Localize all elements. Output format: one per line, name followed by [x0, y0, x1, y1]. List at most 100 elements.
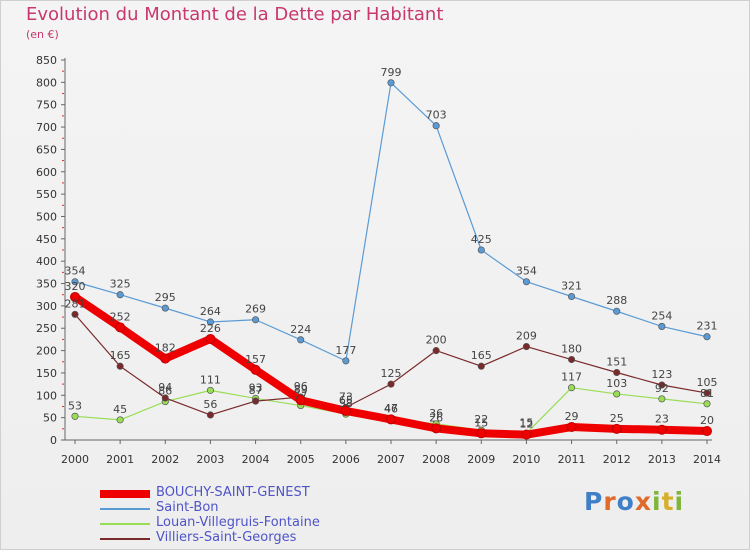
data-point	[161, 394, 169, 402]
data-point	[71, 278, 79, 286]
data-label: 47	[384, 402, 398, 415]
y-tick-label: 600	[36, 166, 57, 179]
data-label: 45	[113, 403, 127, 416]
data-point	[658, 322, 666, 330]
data-point	[116, 416, 124, 424]
y-tick-label: 0	[50, 434, 57, 447]
x-tick-label: 2003	[196, 453, 224, 466]
x-tick-label: 2006	[332, 453, 360, 466]
x-tick-label: 2007	[377, 453, 405, 466]
data-label: 103	[606, 377, 627, 390]
data-label: 177	[335, 344, 356, 357]
legend-swatch	[100, 523, 150, 525]
x-tick-label: 2014	[693, 453, 721, 466]
data-label: 94	[158, 381, 172, 394]
legend-label: Saint-Bon	[156, 500, 219, 515]
data-label: 20	[700, 414, 714, 427]
data-label: 703	[426, 109, 447, 122]
data-point	[702, 426, 712, 437]
data-label: 46	[384, 402, 398, 415]
data-label: 799	[381, 66, 402, 79]
legend-label: Villiers-Saint-Georges	[156, 530, 297, 545]
x-tick-label: 2001	[106, 453, 134, 466]
data-point	[71, 310, 79, 318]
data-label: 93	[249, 381, 263, 394]
data-point	[386, 414, 396, 425]
data-point	[566, 422, 577, 433]
data-label: 125	[381, 367, 402, 380]
x-tick-label: 2013	[648, 453, 676, 466]
data-point	[703, 400, 711, 408]
data-label: 288	[606, 294, 627, 307]
data-point	[521, 429, 532, 440]
data-label: 252	[110, 310, 131, 323]
data-point	[250, 364, 261, 375]
data-label: 165	[110, 349, 131, 362]
data-label: 254	[651, 309, 672, 322]
data-point	[161, 304, 169, 312]
data-point	[205, 333, 216, 344]
data-point	[656, 424, 667, 435]
data-label: 22	[474, 413, 488, 426]
y-tick-label: 300	[36, 300, 57, 313]
data-label: 200	[426, 334, 447, 347]
data-point	[703, 333, 711, 341]
data-label: 26	[429, 411, 443, 424]
data-label: 180	[561, 343, 582, 356]
y-tick-label: 650	[36, 143, 57, 156]
data-label: 29	[565, 410, 579, 423]
data-point	[295, 395, 306, 406]
data-point	[432, 347, 440, 355]
data-point	[431, 423, 442, 434]
x-tick-label: 2002	[151, 453, 179, 466]
data-point	[342, 357, 350, 365]
legend-label: Louan-Villegruis-Fontaine	[156, 515, 320, 530]
data-label: 354	[65, 265, 86, 278]
data-point	[658, 381, 666, 389]
data-label: 86	[158, 385, 172, 398]
data-point	[116, 362, 124, 370]
data-point	[476, 428, 487, 439]
data-point	[252, 397, 260, 405]
chart-title: Evolution du Montant de la Dette par Hab…	[26, 4, 444, 25]
data-point	[387, 79, 395, 87]
data-label: 264	[200, 305, 221, 318]
data-label: 209	[516, 330, 537, 343]
x-tick-label: 2005	[287, 453, 315, 466]
data-label: 92	[655, 382, 669, 395]
data-label: 295	[155, 291, 176, 304]
data-label: 321	[561, 279, 582, 292]
data-label: 89	[294, 383, 308, 396]
y-tick-label: 100	[36, 389, 57, 402]
x-tick-label: 2011	[558, 453, 586, 466]
x-tick-label: 2012	[603, 453, 631, 466]
data-point	[252, 316, 260, 324]
y-tick-label: 50	[43, 412, 57, 425]
data-label: 58	[339, 397, 353, 410]
data-label: 182	[155, 342, 176, 355]
data-label: 65	[339, 394, 353, 407]
data-label: 425	[471, 233, 492, 246]
legend-swatch	[100, 490, 150, 498]
data-point	[206, 411, 214, 419]
proxiti-logo: Proxiti	[584, 487, 685, 516]
data-label: 15	[519, 416, 533, 429]
y-tick-label: 150	[36, 367, 57, 380]
data-point	[160, 353, 171, 364]
data-point	[206, 386, 214, 394]
data-label: 320	[65, 280, 86, 293]
data-label: 157	[245, 353, 266, 366]
y-tick-label: 200	[36, 345, 57, 358]
data-point	[71, 412, 79, 420]
x-tick-label: 2004	[242, 453, 270, 466]
data-point	[387, 380, 395, 388]
data-point	[477, 362, 485, 370]
data-point	[703, 389, 711, 397]
y-tick-label: 400	[36, 255, 57, 268]
y-tick-label: 750	[36, 99, 57, 112]
chart-subtitle: (en €)	[26, 28, 59, 41]
data-point	[613, 307, 621, 315]
data-label: 81	[700, 387, 714, 400]
data-label: 105	[697, 376, 718, 389]
